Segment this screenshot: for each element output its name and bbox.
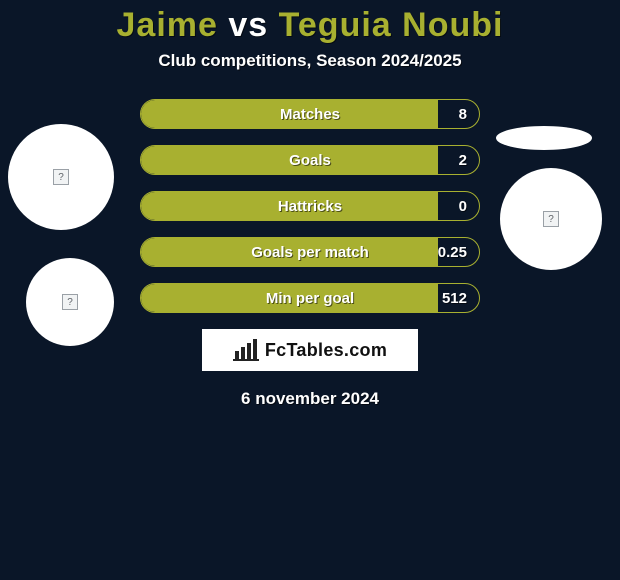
stat-bar: Goals per match 0.25 <box>140 237 480 267</box>
stat-label: Goals per match <box>141 238 479 266</box>
avatar: ? <box>8 124 114 230</box>
subtitle: Club competitions, Season 2024/2025 <box>0 51 620 71</box>
player2-name: Teguia Noubi <box>279 6 504 44</box>
stat-value: 8 <box>459 100 467 128</box>
avatar: ? <box>26 258 114 346</box>
source-logo-text: FcTables.com <box>265 340 387 361</box>
stat-value: 2 <box>459 146 467 174</box>
date-label: 6 november 2024 <box>0 389 620 409</box>
image-placeholder-icon: ? <box>53 169 69 185</box>
avatar <box>496 126 592 150</box>
stat-value: 512 <box>442 284 467 312</box>
stat-bar: Hattricks 0 <box>140 191 480 221</box>
stats-panel: Matches 8 Goals 2 Hattricks 0 Goals per … <box>140 99 480 313</box>
source-logo: FcTables.com <box>202 329 418 371</box>
stat-label: Hattricks <box>141 192 479 220</box>
bar-chart-icon <box>233 339 259 361</box>
page-title: Jaime vs Teguia Noubi <box>0 0 620 45</box>
avatar: ? <box>500 168 602 270</box>
player1-name: Jaime <box>117 6 218 44</box>
stat-bar: Min per goal 512 <box>140 283 480 313</box>
stat-value: 0 <box>459 192 467 220</box>
stat-bar: Goals 2 <box>140 145 480 175</box>
stat-bar: Matches 8 <box>140 99 480 129</box>
stat-label: Goals <box>141 146 479 174</box>
image-placeholder-icon: ? <box>62 294 78 310</box>
stat-label: Min per goal <box>141 284 479 312</box>
vs-separator: vs <box>228 6 268 44</box>
stat-value: 0.25 <box>438 238 467 266</box>
stat-label: Matches <box>141 100 479 128</box>
image-placeholder-icon: ? <box>543 211 559 227</box>
